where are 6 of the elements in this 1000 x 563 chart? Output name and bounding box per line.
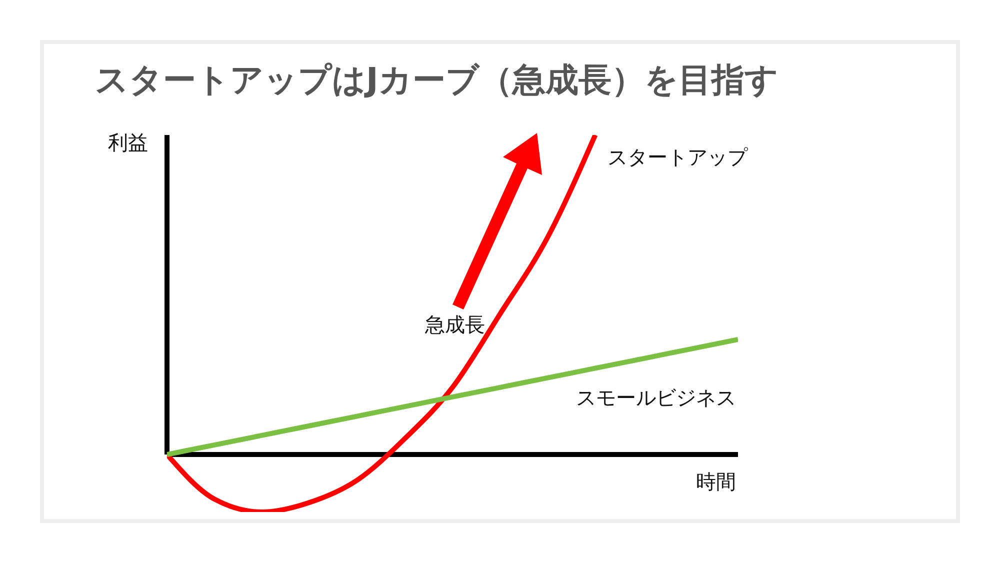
chart-title: スタートアップはJカーブ（急成長）を目指す — [95, 60, 778, 100]
series-label: スモールビジネス — [576, 385, 736, 410]
y-axis-title: 利益 — [108, 130, 148, 156]
series-label: スタートアップ — [607, 145, 748, 169]
annotation: 急成長 — [425, 312, 485, 338]
x-axis-title: 時間 — [696, 468, 736, 496]
